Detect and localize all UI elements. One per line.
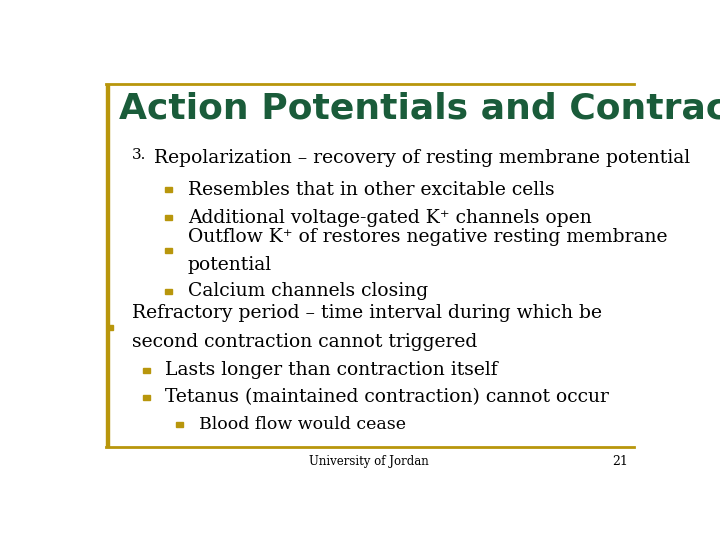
Text: Lasts longer than contraction itself: Lasts longer than contraction itself xyxy=(166,361,498,380)
Text: 21: 21 xyxy=(613,455,629,468)
FancyBboxPatch shape xyxy=(166,187,172,192)
Text: 3.: 3. xyxy=(132,148,146,162)
FancyBboxPatch shape xyxy=(166,289,172,294)
FancyBboxPatch shape xyxy=(143,368,150,373)
Text: Blood flow would cease: Blood flow would cease xyxy=(199,416,406,433)
Text: University of Jordan: University of Jordan xyxy=(309,455,429,468)
Text: potential: potential xyxy=(188,256,271,274)
Text: Refractory period – time interval during which be: Refractory period – time interval during… xyxy=(132,305,602,322)
Text: Repolarization – recovery of resting membrane potential: Repolarization – recovery of resting mem… xyxy=(154,150,690,167)
Text: Additional voltage-gated K⁺ channels open: Additional voltage-gated K⁺ channels ope… xyxy=(188,209,591,227)
FancyBboxPatch shape xyxy=(143,395,150,400)
Text: second contraction cannot triggered: second contraction cannot triggered xyxy=(132,333,477,350)
Text: Calcium channels closing: Calcium channels closing xyxy=(188,282,428,300)
Bar xyxy=(106,84,109,447)
Text: Outflow K⁺ of restores negative resting membrane: Outflow K⁺ of restores negative resting … xyxy=(188,227,667,246)
FancyBboxPatch shape xyxy=(166,248,172,253)
Text: Tetanus (maintained contraction) cannot occur: Tetanus (maintained contraction) cannot … xyxy=(166,388,609,407)
FancyBboxPatch shape xyxy=(107,325,114,330)
Text: Resembles that in other excitable cells: Resembles that in other excitable cells xyxy=(188,180,554,199)
FancyBboxPatch shape xyxy=(166,215,172,220)
Text: Action Potentials and Contraction: Action Potentials and Contraction xyxy=(119,91,720,125)
FancyBboxPatch shape xyxy=(176,422,183,427)
